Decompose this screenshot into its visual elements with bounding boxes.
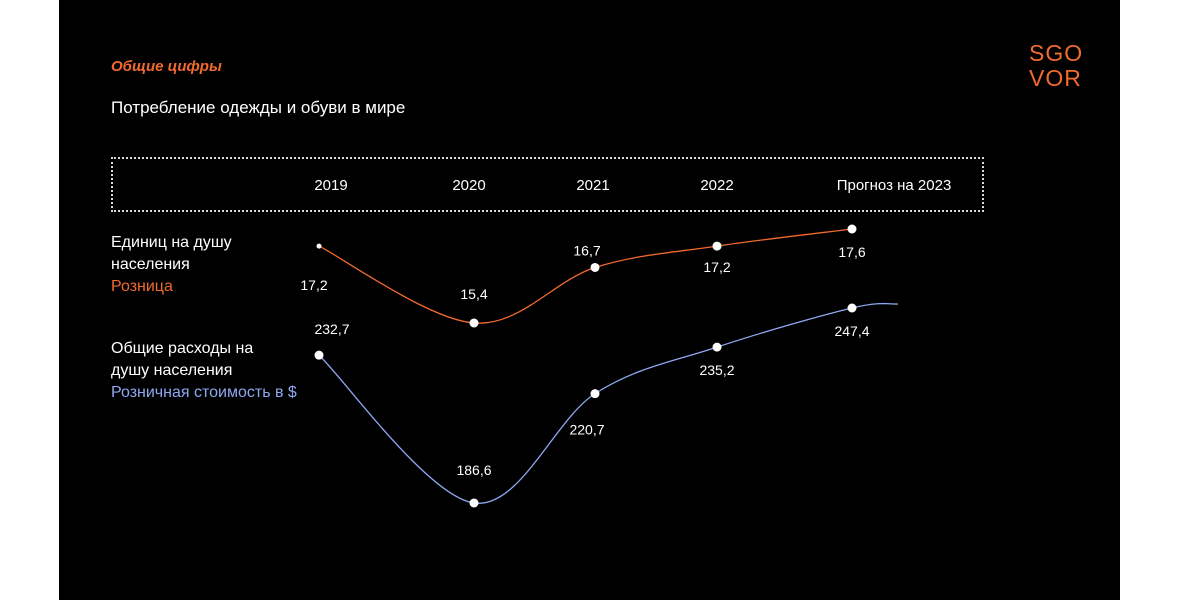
units-value-label-2: 16,7 [573, 242, 600, 258]
logo-line-1: SGO [1029, 40, 1084, 66]
section-title: Общие цифры [111, 58, 222, 75]
year-header-box [111, 157, 984, 212]
units-point-0 [316, 243, 322, 249]
spend-value-label-2: 220,7 [569, 422, 604, 438]
units-label-line-1: Единиц на душу [111, 234, 232, 251]
spend-point-0 [314, 350, 324, 360]
page-subtitle: Потребление одежды и обуви в мире [111, 98, 406, 117]
spend-series-line [318, 302, 899, 504]
year-label-forecast-2023: Прогноз на 2023 [836, 177, 952, 194]
units-value-label-1: 15,4 [460, 286, 487, 302]
spend-point-4 [847, 303, 857, 313]
year-label-2021: 2021 [576, 177, 610, 194]
units-point-3 [712, 241, 722, 251]
year-label-2019: 2019 [314, 177, 348, 194]
units-series-line [318, 228, 853, 324]
units-value-label-4: 17,6 [838, 244, 865, 260]
units-value-label-0: 17,2 [300, 277, 327, 293]
logo-line-2: VOR [1029, 65, 1082, 91]
units-value-label-3: 17,2 [703, 259, 730, 275]
units-row-label: Единиц на душу населения Розница [111, 232, 232, 298]
spend-point-3 [712, 342, 722, 352]
units-point-4 [847, 224, 857, 234]
spend-value-label-4: 247,4 [834, 323, 869, 339]
spend-label-line-1: Общие расходы на [111, 340, 254, 357]
spend-row-label: Общие расходы на душу населения Рознична… [111, 338, 297, 404]
spend-value-label-0: 232,7 [314, 321, 349, 337]
spend-value-label-1: 186,6 [456, 462, 491, 478]
spend-label-accent: Розничная стоимость в $ [111, 384, 297, 401]
units-label-line-2: населения [111, 256, 190, 273]
units-label-accent: Розница [111, 278, 173, 295]
units-point-2 [590, 262, 600, 272]
spend-value-label-3: 235,2 [699, 362, 734, 378]
spend-label-line-2: душу населения [111, 362, 233, 379]
spend-point-1 [469, 498, 479, 508]
slide: Общие цифры Потребление одежды и обуви в… [59, 0, 1120, 600]
year-label-2020: 2020 [452, 177, 486, 194]
spend-point-2 [590, 389, 600, 399]
line-chart: 17,2 15,4 16,7 17,2 17,6 232,7 186,6 220,7 235,2… [300, 224, 899, 508]
units-point-1 [469, 318, 479, 328]
year-label-2022: 2022 [700, 177, 734, 194]
brand-logo: SGO VOR [1029, 42, 1095, 92]
